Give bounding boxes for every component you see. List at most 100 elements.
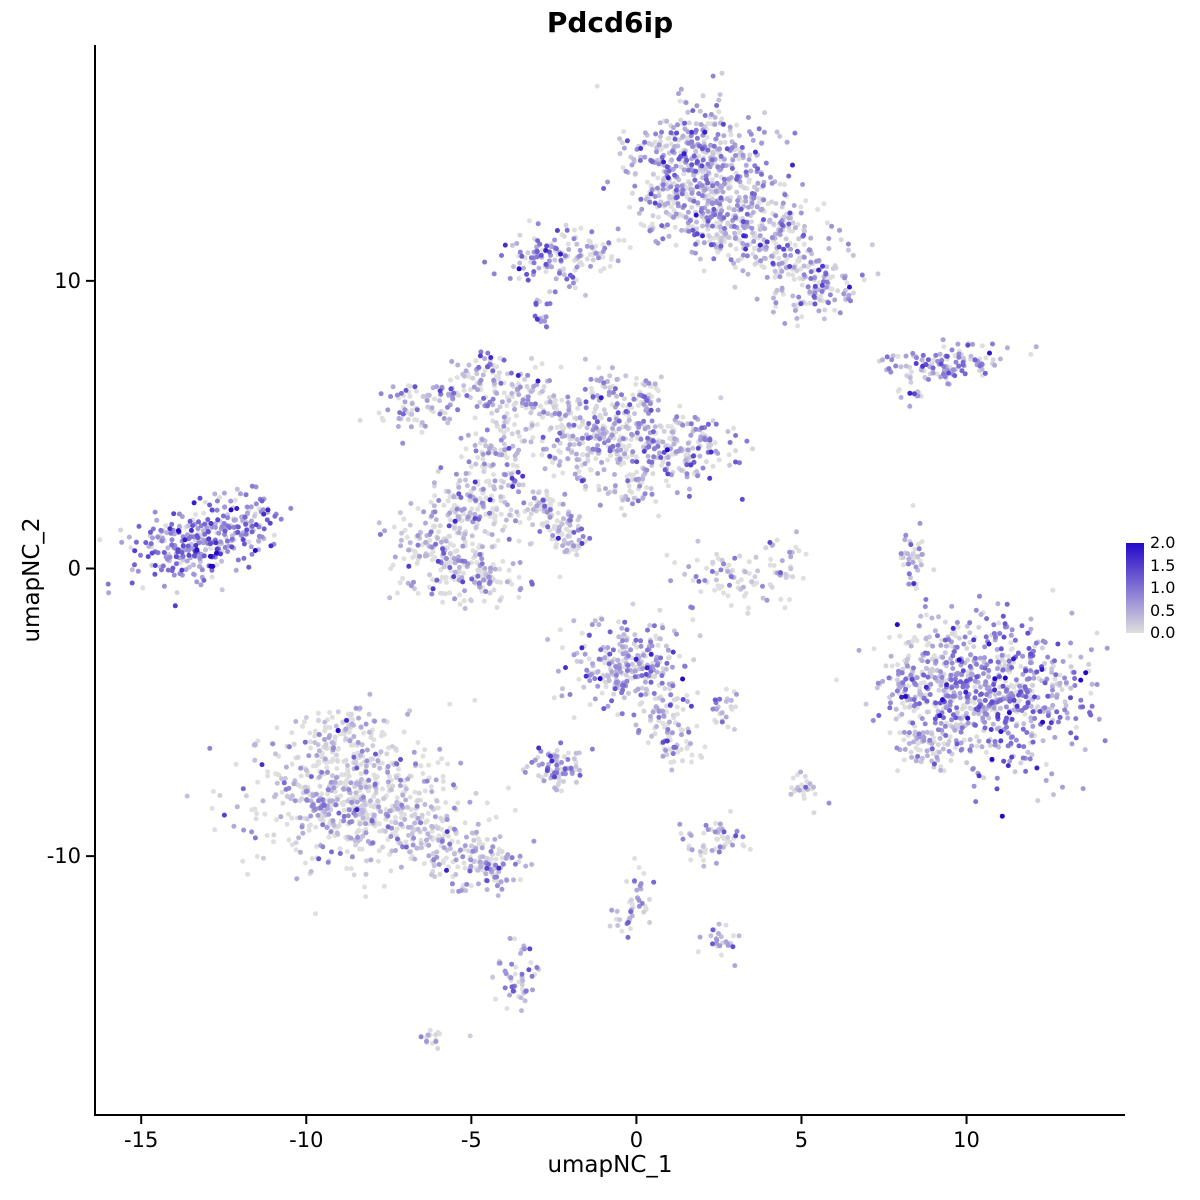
data-point (228, 498, 234, 504)
data-point (967, 630, 973, 636)
data-point (494, 605, 500, 610)
data-point (703, 173, 709, 179)
data-point (207, 745, 213, 751)
data-point (297, 849, 303, 855)
data-point (846, 292, 852, 298)
data-point (163, 523, 169, 529)
data-point (415, 590, 421, 596)
data-point (671, 200, 677, 206)
data-point (905, 551, 911, 557)
data-point (942, 619, 948, 625)
data-point (936, 614, 941, 620)
data-point (695, 949, 701, 955)
data-point (493, 420, 499, 426)
data-point (578, 225, 584, 231)
data-point (312, 728, 318, 734)
data-point (562, 754, 567, 760)
data-point (617, 917, 623, 923)
data-point (718, 239, 724, 244)
data-point (455, 864, 461, 870)
data-point (491, 521, 497, 527)
data-point (510, 561, 516, 567)
data-point (955, 624, 961, 630)
data-point (457, 592, 462, 598)
data-point (837, 227, 842, 233)
data-point (381, 796, 387, 802)
data-point (696, 191, 702, 197)
data-point (908, 643, 914, 649)
data-point (634, 887, 640, 893)
data-point (233, 567, 239, 573)
data-point (678, 467, 684, 473)
data-point (714, 570, 720, 576)
data-point (289, 761, 295, 767)
data-point (595, 443, 601, 448)
data-point (972, 684, 978, 690)
data-point (621, 145, 627, 151)
data-point (634, 375, 640, 381)
data-point (631, 712, 637, 718)
data-point (303, 788, 309, 794)
data-point (615, 619, 621, 625)
data-point (432, 493, 438, 499)
data-point (425, 810, 431, 816)
data-point (317, 774, 322, 780)
data-point (982, 711, 988, 716)
data-point (657, 120, 663, 126)
data-point (455, 839, 461, 845)
data-point (557, 574, 563, 580)
data-point (355, 834, 361, 840)
data-point (520, 482, 526, 488)
data-point (835, 288, 841, 294)
data-point (161, 583, 167, 589)
data-point (405, 776, 411, 782)
data-point (286, 744, 292, 750)
data-point (774, 129, 780, 135)
data-point (537, 411, 543, 417)
data-point (517, 853, 523, 859)
data-point (457, 601, 463, 607)
data-point (184, 793, 190, 799)
data-point (767, 562, 773, 568)
data-point (826, 800, 832, 806)
data-point (565, 533, 571, 539)
data-point (417, 553, 423, 559)
data-point (391, 524, 397, 530)
data-point (371, 812, 377, 818)
data-point (471, 579, 477, 585)
data-point (740, 268, 746, 274)
data-point (756, 247, 762, 253)
data-point (569, 449, 575, 455)
data-point (467, 493, 473, 499)
data-point (561, 779, 566, 784)
data-point (714, 937, 720, 943)
data-point (583, 405, 589, 411)
data-point (954, 644, 960, 650)
data-point (619, 928, 625, 934)
data-point (603, 648, 609, 654)
data-point (705, 827, 711, 833)
data-point (690, 144, 695, 149)
data-point (875, 271, 881, 277)
data-point (630, 472, 636, 478)
data-point (709, 848, 715, 853)
data-point (654, 669, 660, 675)
data-point (316, 718, 321, 724)
data-point (936, 749, 942, 755)
data-point (534, 244, 539, 250)
data-point (410, 554, 416, 560)
data-point (665, 454, 671, 460)
data-point (605, 438, 611, 444)
data-point (723, 686, 729, 692)
data-point (507, 992, 513, 998)
data-point (456, 530, 462, 536)
data-point (899, 711, 905, 717)
data-point (483, 443, 489, 449)
data-point (349, 799, 355, 805)
data-point (1063, 680, 1069, 686)
data-point (474, 371, 480, 377)
data-point (675, 201, 681, 207)
data-point (563, 549, 569, 554)
data-point (616, 634, 622, 640)
data-point (772, 231, 778, 237)
